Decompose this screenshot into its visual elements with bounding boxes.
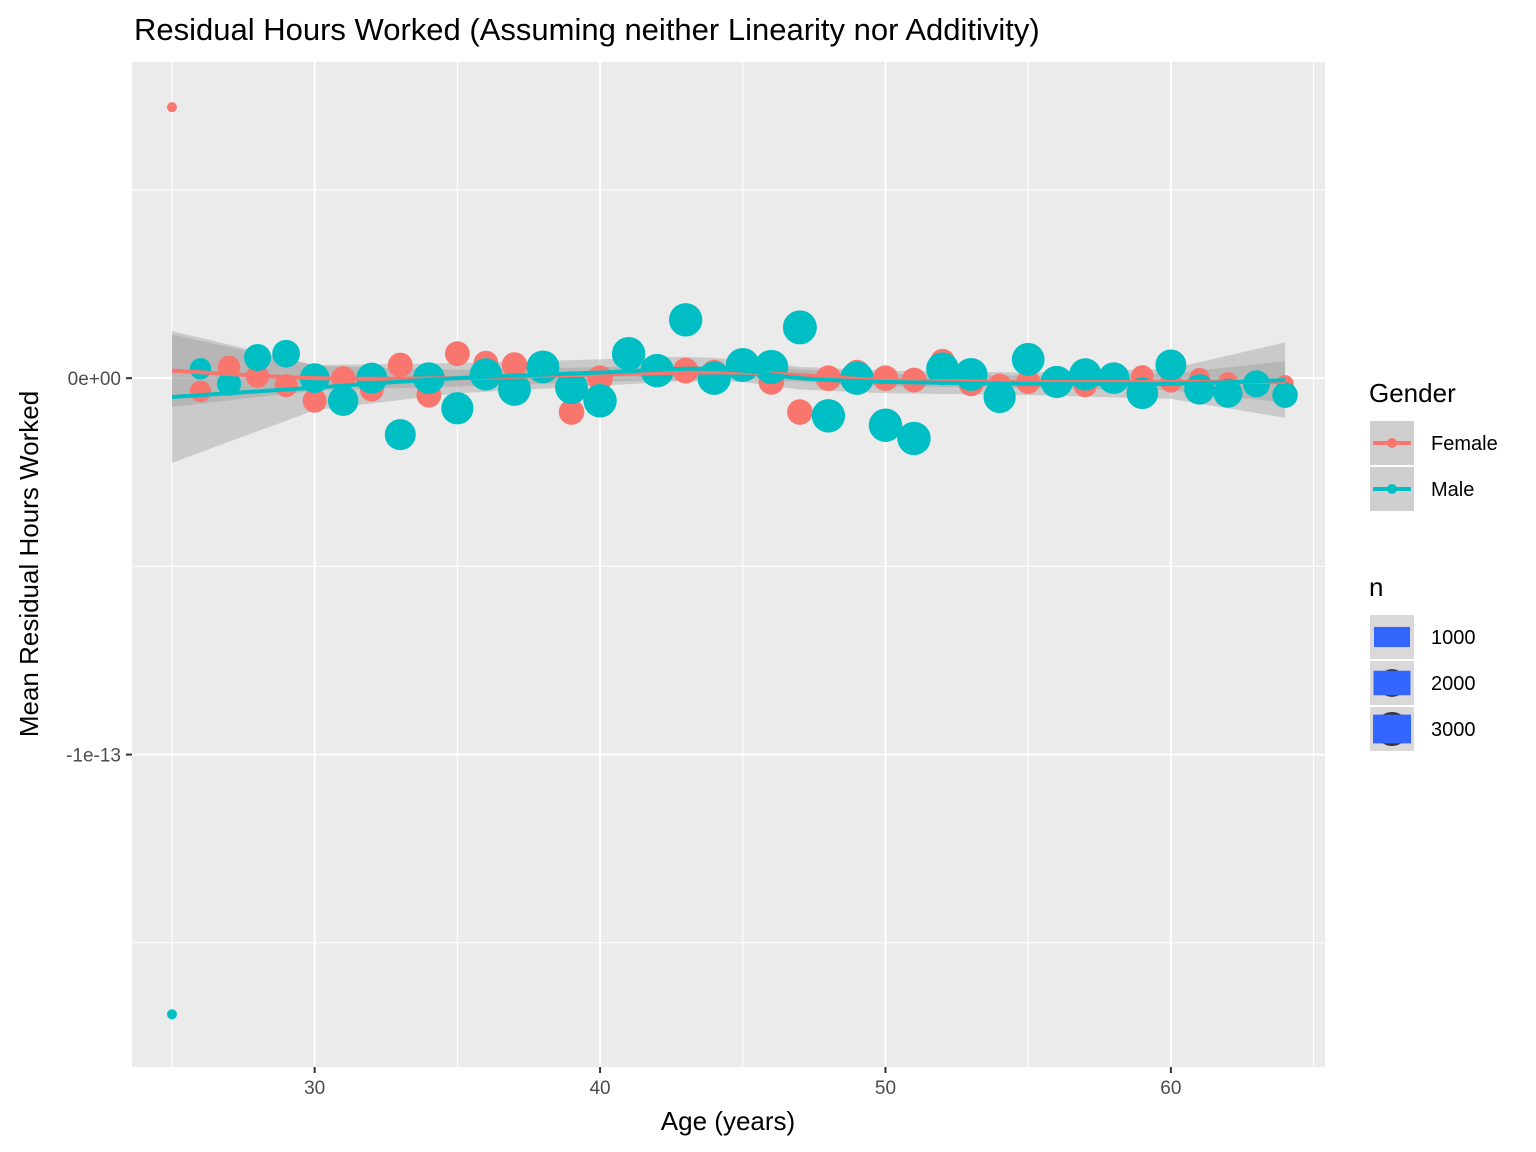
x-tick-label: 40	[589, 1078, 610, 1099]
point-female	[302, 388, 327, 413]
point-male	[469, 358, 503, 391]
smooth-line-male	[171, 366, 1286, 399]
point-male	[384, 419, 416, 451]
chart-title: Residual Hours Worked (Assuming neither …	[134, 12, 1040, 47]
point-male	[754, 349, 789, 384]
point-male	[868, 408, 903, 442]
point-male	[244, 343, 272, 372]
point-male	[897, 421, 931, 456]
legend-title-n: n	[1369, 572, 1383, 602]
point-male	[441, 392, 474, 425]
y-axis-title: Mean Residual Hours Worked	[14, 391, 44, 737]
point-female	[189, 380, 212, 403]
axes: 30 40 50 60 0e+00 -1e-13	[66, 369, 1181, 1099]
point-male	[498, 373, 531, 406]
legend-key-point	[1387, 438, 1397, 448]
legend-key-point	[1387, 484, 1397, 494]
point-male	[954, 357, 988, 391]
legend-label-n: 3000	[1431, 719, 1476, 741]
point-male	[1213, 378, 1243, 408]
point-male	[611, 336, 646, 371]
point-female	[166, 102, 177, 113]
legend-title-gender: Gender	[1369, 378, 1456, 408]
y-tick-label: -1e-13	[66, 746, 121, 767]
point-male	[983, 380, 1016, 414]
legend-label-n: 2000	[1431, 673, 1476, 695]
legend-key-size-fill	[1373, 670, 1411, 696]
legend-key-size-fill	[1373, 714, 1411, 744]
point-male	[555, 371, 588, 405]
point-male	[1097, 362, 1130, 395]
legend: Gender n Female Male 1000 2000 3000	[1368, 378, 1498, 753]
point-male	[189, 358, 212, 380]
y-tick-label: 0e+00	[68, 369, 121, 390]
point-male	[327, 385, 359, 416]
point-male	[668, 303, 703, 337]
x-axis-title: Age (years)	[661, 1106, 795, 1136]
point-male	[526, 350, 560, 384]
point-female	[387, 352, 413, 378]
point-male	[811, 399, 846, 433]
x-tick-label: 50	[875, 1078, 896, 1099]
plot-panel	[132, 62, 1325, 1067]
point-male	[1184, 374, 1215, 405]
ribbon-male	[171, 331, 1286, 463]
point-male	[1011, 342, 1045, 376]
x-tick-label: 60	[1160, 1078, 1181, 1099]
x-tick-label: 30	[304, 1078, 325, 1099]
legend-key-size-fill	[1374, 626, 1410, 648]
point-male	[166, 1009, 177, 1020]
point-male	[782, 310, 817, 345]
point-male	[272, 339, 301, 368]
legend-label-n: 1000	[1431, 627, 1476, 649]
point-female	[787, 399, 813, 425]
legend-label-gender: Female	[1431, 433, 1498, 455]
point-male	[583, 384, 617, 418]
point-male	[1272, 382, 1298, 408]
point-female	[558, 399, 585, 425]
legend-label-gender: Male	[1431, 479, 1474, 501]
point-male	[1155, 349, 1187, 381]
point-male	[217, 371, 242, 396]
smooth-lines	[171, 366, 1286, 399]
legend-keys: Female Male 1000 2000 3000	[1368, 419, 1498, 753]
point-female	[501, 352, 528, 378]
point-female	[444, 341, 470, 367]
point-male	[926, 352, 959, 386]
